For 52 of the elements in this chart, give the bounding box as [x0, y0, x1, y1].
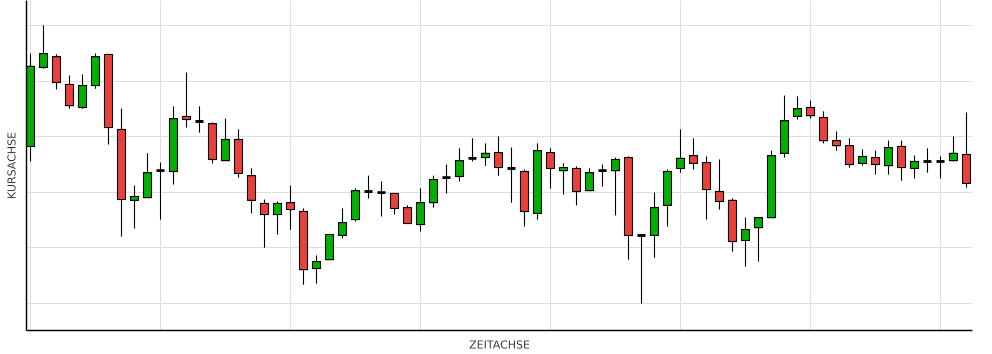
candlestick — [194, 106, 205, 134]
candlestick — [506, 146, 517, 204]
candlestick — [754, 217, 764, 262]
candlestick — [64, 74, 74, 110]
candlestick — [844, 138, 854, 168]
candlestick — [676, 128, 686, 174]
candlestick — [312, 254, 322, 284]
candlestick — [832, 130, 842, 152]
candlestick — [546, 148, 556, 190]
candlestick — [155, 162, 166, 220]
candlestick — [38, 24, 48, 70]
candlestick — [922, 148, 933, 174]
candlestick — [286, 185, 296, 230]
candlestick — [558, 162, 568, 196]
candlestick — [714, 158, 724, 210]
candlestick — [884, 140, 894, 176]
candlestick — [260, 198, 270, 248]
candlestick — [480, 142, 490, 166]
candlestick — [338, 208, 348, 240]
candlestick — [584, 168, 594, 192]
candlestick — [910, 155, 920, 180]
candlestick — [806, 100, 816, 120]
candlestick — [494, 136, 504, 176]
candlestick — [416, 188, 426, 232]
candlestick — [272, 200, 282, 236]
candlestick — [428, 175, 438, 208]
candlestick — [896, 140, 906, 182]
candlestick — [182, 72, 192, 128]
candlestick — [792, 96, 802, 120]
candlestick — [376, 180, 387, 218]
candlestick — [402, 204, 412, 224]
x-axis-title: ZEITACHSE — [469, 338, 530, 352]
candlestick — [948, 136, 958, 162]
candlestick — [610, 156, 620, 216]
candlestick — [688, 138, 698, 170]
candlestick — [870, 150, 880, 176]
candlestick — [363, 175, 374, 200]
candlestick — [78, 74, 88, 110]
candlestick — [740, 217, 750, 268]
candlestick — [467, 138, 478, 162]
candlestick — [220, 118, 230, 162]
candlestick — [441, 164, 452, 194]
candlestick — [454, 148, 464, 182]
candlestick — [390, 192, 400, 216]
candlestick — [597, 164, 608, 188]
candlestick — [935, 156, 946, 180]
candlestick — [572, 166, 582, 206]
candlestick — [818, 110, 828, 144]
candlestick — [636, 234, 647, 304]
candlestick — [130, 185, 140, 230]
y-axis-title: KURSACHSE — [6, 132, 18, 200]
candlestick — [858, 148, 868, 166]
